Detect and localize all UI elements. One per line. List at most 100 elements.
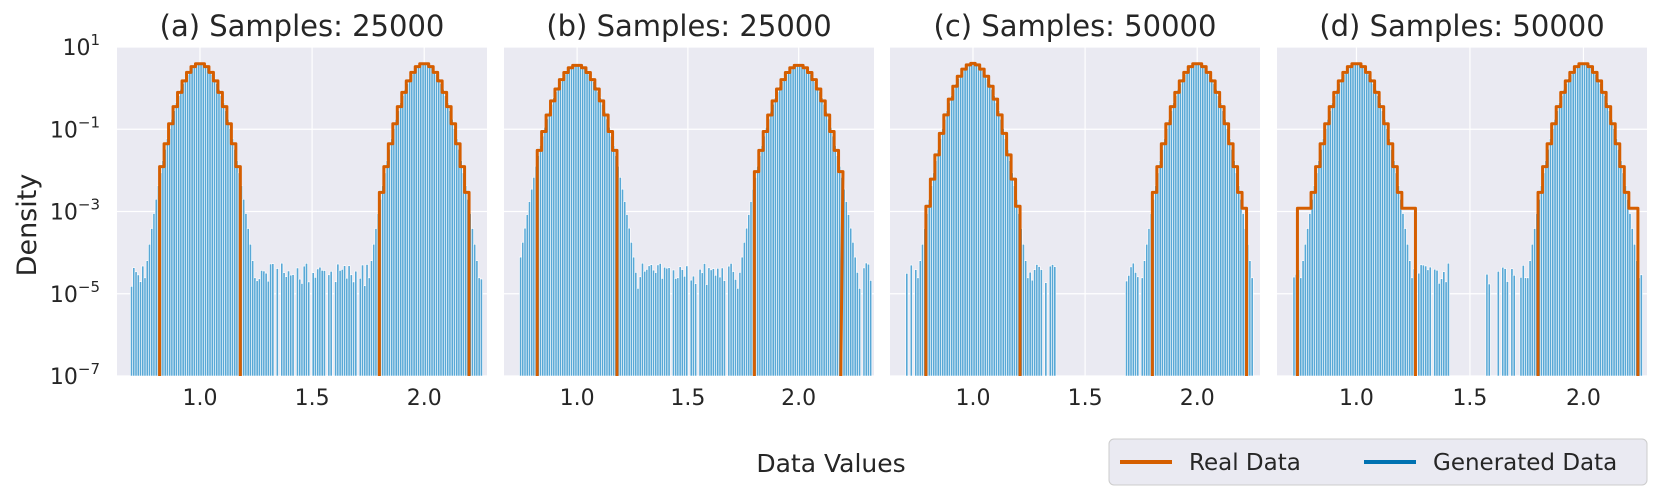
- generated-bar: [683, 275, 686, 377]
- generated-bar: [1592, 70, 1596, 377]
- generated-bar: [1362, 67, 1366, 377]
- generated-bar: [1401, 213, 1405, 377]
- generated-bar: [658, 263, 662, 377]
- generated-bar: [727, 265, 731, 377]
- generated-bar: [1006, 148, 1010, 377]
- generated-bar: [1205, 70, 1209, 377]
- generated-bar: [345, 277, 349, 377]
- generated-bar: [656, 264, 660, 377]
- y-tick-label: 10−5: [50, 278, 100, 308]
- generated-bar: [426, 63, 429, 377]
- generated-bar: [365, 264, 369, 377]
- generated-bar: [1426, 269, 1430, 377]
- generated-bar: [1187, 67, 1191, 377]
- generated-bar: [992, 95, 996, 377]
- generated-bar: [1131, 262, 1135, 377]
- generated-bar: [186, 73, 190, 377]
- generated-bar: [1353, 63, 1357, 377]
- generated-bar: [1424, 265, 1428, 377]
- generated-bar: [1403, 228, 1407, 377]
- generated-bar: [1356, 63, 1360, 377]
- generated-bar: [1501, 266, 1505, 377]
- generated-bar: [745, 227, 749, 377]
- generated-bar: [457, 148, 461, 377]
- panel-title: (d) Samples: 50000: [1319, 9, 1604, 43]
- generated-bar: [1217, 95, 1220, 377]
- generated-bar: [1428, 266, 1432, 377]
- generated-bar: [1564, 83, 1568, 377]
- generated-bar: [678, 266, 682, 377]
- generated-bar: [623, 201, 627, 377]
- generated-bar: [336, 263, 340, 377]
- generated-bar: [703, 263, 706, 377]
- generated-bar: [1181, 78, 1185, 377]
- generated-bar: [541, 135, 545, 377]
- generated-bar: [583, 68, 587, 377]
- generated-bar: [729, 263, 733, 377]
- generated-bar: [1134, 272, 1137, 377]
- x-tick-label: 1.0: [182, 386, 217, 411]
- generated-bar: [1390, 148, 1394, 377]
- generated-bar: [1199, 63, 1202, 377]
- generated-bar: [1210, 78, 1214, 377]
- generated-bar: [867, 263, 870, 377]
- generated-bar: [627, 227, 631, 377]
- generated-bar: [1369, 78, 1373, 377]
- generated-bar: [1376, 95, 1380, 377]
- generated-bar: [749, 201, 753, 377]
- generated-bar: [981, 70, 985, 377]
- generated-bar: [201, 63, 205, 377]
- legend-real-label: Real Data: [1189, 450, 1301, 476]
- generated-bar: [1196, 63, 1200, 377]
- generated-bar: [479, 278, 483, 377]
- generated-bar: [1228, 138, 1232, 377]
- generated-bar: [956, 78, 960, 377]
- generated-bar: [1608, 110, 1611, 377]
- generated-bar: [1230, 148, 1234, 377]
- generated-bar: [720, 267, 724, 377]
- generated-bar: [829, 126, 833, 377]
- generated-bar: [667, 267, 671, 377]
- generated-bar: [233, 148, 237, 377]
- generated-bar: [629, 242, 633, 377]
- generated-bar: [1444, 281, 1448, 377]
- generated-bar: [1546, 148, 1550, 377]
- generated-bar: [430, 67, 434, 377]
- generated-bar: [1519, 277, 1523, 377]
- generated-bar: [747, 214, 751, 377]
- generated-bar: [1560, 95, 1564, 377]
- generated-bar: [647, 265, 651, 377]
- generated-bar: [661, 278, 664, 377]
- generated-bar: [1367, 73, 1371, 377]
- generated-bar: [1319, 148, 1323, 377]
- generated-bar: [354, 270, 358, 377]
- generated-bar: [773, 97, 777, 377]
- generated-bar: [805, 68, 808, 377]
- generated-bar: [347, 265, 351, 377]
- generated-bar: [320, 270, 324, 377]
- generated-bar: [1551, 128, 1555, 377]
- generated-bar: [1528, 260, 1532, 377]
- generated-bar: [1337, 83, 1341, 377]
- generated-bar: [475, 260, 479, 377]
- generated-bar: [1381, 110, 1384, 377]
- generated-bar: [1639, 274, 1643, 377]
- generated-bar: [909, 264, 913, 377]
- generated-bar: [831, 135, 835, 377]
- generated-bar: [1015, 198, 1019, 377]
- generated-bar: [716, 267, 720, 377]
- generated-bar: [408, 78, 412, 377]
- generated-bar: [519, 256, 523, 377]
- generated-bar: [370, 260, 373, 377]
- generated-bar: [1039, 269, 1043, 377]
- generated-bar: [1237, 185, 1241, 377]
- generated-bar: [707, 267, 711, 377]
- generated-bar: [298, 278, 302, 377]
- x-tick-label: 1.0: [955, 386, 990, 411]
- generated-bar: [789, 68, 793, 377]
- generated-bar: [1553, 118, 1557, 377]
- generated-bar: [145, 260, 149, 377]
- generated-bar: [605, 118, 609, 377]
- generated-bar: [1232, 160, 1236, 377]
- generated-bar: [959, 73, 963, 377]
